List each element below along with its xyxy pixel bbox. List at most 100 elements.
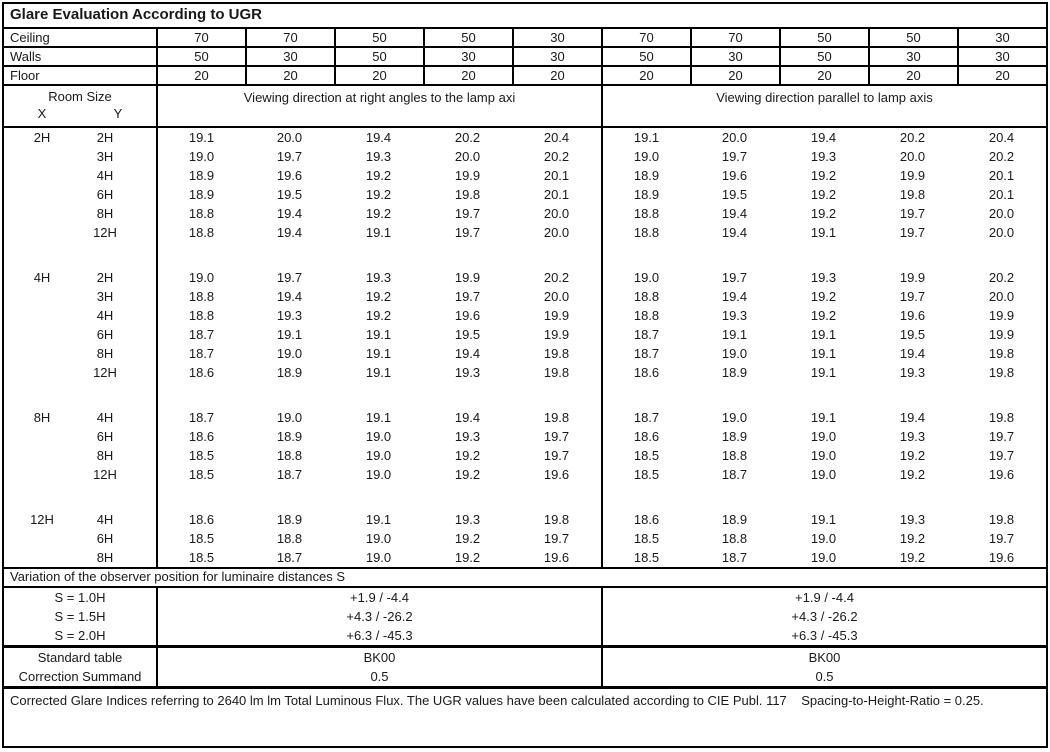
ugr-value: 20.0	[543, 289, 570, 304]
room-y-value: 12H	[93, 225, 117, 240]
ugr-value: 19.2	[899, 467, 926, 482]
spacer-cell	[423, 382, 512, 408]
ugr-value: 18.6	[156, 427, 245, 446]
surface-value: 20	[779, 67, 868, 84]
ugr-value: 19.2	[454, 448, 481, 463]
ugr-value: 18.5	[601, 465, 690, 484]
ugr-value: 19.2	[365, 168, 392, 183]
room-size-label: Room Size	[48, 89, 112, 104]
ugr-value: 18.8	[601, 287, 690, 306]
surface-value: 20	[601, 67, 690, 84]
ugr-value: 19.2	[365, 187, 392, 202]
ugr-value: 18.9	[276, 429, 303, 444]
ugr-value: 20.1	[988, 187, 1015, 202]
room-x-value	[4, 185, 80, 204]
spacer-cell	[334, 382, 423, 408]
ugr-value: 19.7	[988, 429, 1015, 444]
ugr-value: 19.6	[276, 168, 303, 183]
room-y-value: 12H	[93, 467, 117, 482]
ugr-value: 19.6	[988, 467, 1015, 482]
room-x-value	[4, 548, 80, 567]
ugr-value: 19.0	[810, 531, 837, 546]
summary-row: Standard table BK00 BK00	[4, 648, 1046, 667]
ugr-value: 19.2	[899, 448, 926, 463]
surface-value: 20	[245, 67, 334, 84]
ugr-value: 19.2	[365, 308, 392, 323]
ugr-value: 19.2	[810, 289, 837, 304]
ugr-value: 19.7	[454, 225, 481, 240]
ugr-value: 18.7	[156, 344, 245, 363]
room-y-value: 8H	[96, 346, 114, 361]
ugr-value: 18.7	[601, 344, 690, 363]
ugr-value: 19.0	[810, 448, 837, 463]
ugr-value: 19.1	[810, 327, 837, 342]
spacer-cell	[334, 242, 423, 268]
ugr-value: 19.1	[365, 327, 392, 342]
ugr-value: 19.2	[899, 550, 926, 565]
ugr-value: 18.9	[601, 185, 690, 204]
summary-rows: Standard table BK00 BK00 Correction Summand…	[4, 648, 1046, 689]
ugr-value: 18.8	[601, 223, 690, 242]
ugr-value: 18.8	[276, 531, 303, 546]
ugr-value: 18.7	[601, 325, 690, 344]
surface-label: Ceiling	[10, 30, 50, 45]
ugr-value: 19.9	[899, 168, 926, 183]
ugr-value: 18.9	[721, 429, 748, 444]
ugr-value: 18.7	[156, 408, 245, 427]
ugr-value: 19.4	[454, 346, 481, 361]
surface-value: 50	[423, 29, 512, 46]
ugr-value: 19.4	[454, 410, 481, 425]
spacer-cell	[779, 484, 868, 510]
ugr-value: 19.3	[899, 512, 926, 527]
ugr-value: 19.2	[454, 550, 481, 565]
variation-row: S = 1.5H +4.3 / -26.2 +4.3 / -26.2	[4, 607, 1046, 626]
ugr-value: 18.9	[721, 365, 748, 380]
surface-value: 20	[334, 67, 423, 84]
table-header-row: Room Size X Y Viewing direction at right…	[4, 86, 1046, 128]
surface-value: 50	[779, 48, 868, 65]
surface-value: 70	[601, 29, 690, 46]
ugr-value: 20.0	[988, 206, 1015, 221]
ugr-value: 19.7	[721, 270, 748, 285]
room-y-value: 6H	[96, 187, 114, 202]
ugr-value: 19.6	[543, 550, 570, 565]
room-xy-labels: X Y	[4, 106, 156, 124]
ugr-row: 4H 18.9 19.6 19.2 19.9 20.1 18.9 19.6 19.2 19.9 20…	[4, 166, 1046, 185]
x-axis-label: X	[37, 106, 47, 121]
ugr-value: 19.0	[365, 467, 392, 482]
ugr-row: 8H 4H 18.7 19.0 19.1 19.4 19.8 18.7 19.0 19.1 19.4…	[4, 408, 1046, 427]
ugr-value: 19.1	[810, 346, 837, 361]
ugr-value: 19.2	[454, 467, 481, 482]
ugr-value: 20.2	[899, 130, 926, 145]
ugr-value: 19.7	[454, 206, 481, 221]
ugr-value: 20.0	[988, 225, 1015, 240]
summary-value-left: 0.5	[156, 667, 601, 686]
ugr-value: 19.3	[721, 308, 748, 323]
variation-value-left: +4.3 / -26.2	[156, 607, 601, 626]
ugr-value: 20.2	[988, 270, 1015, 285]
ugr-value: 19.7	[721, 149, 748, 164]
ugr-value: 19.0	[721, 346, 748, 361]
surface-value: 20	[512, 67, 601, 84]
surface-value: 30	[245, 48, 334, 65]
ugr-value: 19.0	[156, 147, 245, 166]
room-x-value	[4, 166, 80, 185]
section-header-right-angles: Viewing direction at right angles to the…	[156, 86, 601, 126]
variation-row: S = 1.0H +1.9 / -4.4 +1.9 / -4.4	[4, 588, 1046, 607]
spacer-cell	[156, 382, 245, 408]
ugr-value: 19.3	[365, 149, 392, 164]
spacer-cell	[80, 382, 156, 408]
ugr-value: 19.6	[721, 168, 748, 183]
ugr-value: 18.7	[276, 550, 303, 565]
variation-value-right: +1.9 / -4.4	[601, 588, 1046, 607]
surface-row: Walls 50 30 50 30 30 50 30 50 30 30	[4, 48, 1046, 67]
ugr-value: 19.7	[543, 448, 570, 463]
surface-value: 70	[156, 29, 245, 46]
surface-value: 30	[690, 48, 779, 65]
ugr-value: 19.1	[721, 327, 748, 342]
ugr-value: 19.1	[365, 512, 392, 527]
ugr-value: 19.3	[810, 149, 837, 164]
block-spacer-row	[4, 382, 1046, 408]
surface-value: 20	[156, 67, 245, 84]
